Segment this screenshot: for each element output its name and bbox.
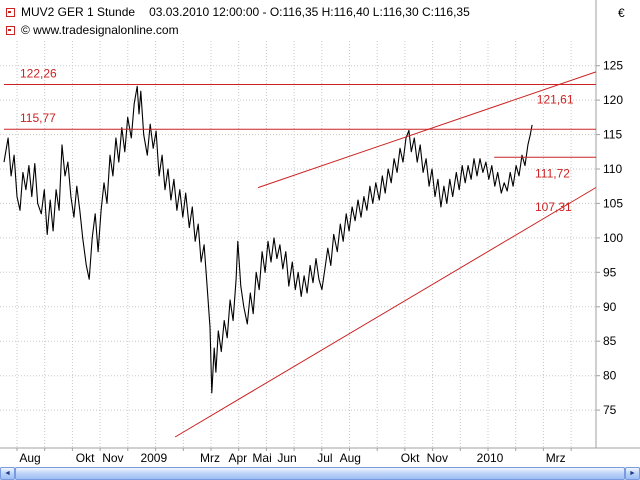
price-line — [3, 85, 533, 394]
x-axis-label: Okt — [401, 451, 420, 465]
y-axis-label: 105 — [603, 196, 623, 210]
instrument-label: MUV2 GER 1 Stunde — [21, 5, 136, 19]
x-axis-label: Mai — [252, 451, 271, 465]
scroll-thumb[interactable] — [15, 467, 625, 480]
y-axis-label: 110 — [603, 162, 622, 176]
x-axis-label: Aug — [340, 451, 361, 465]
currency-label: € — [618, 6, 625, 20]
trendline[interactable] — [257, 71, 597, 189]
copyright-label: © www.tradesignalonline.com — [21, 23, 179, 37]
y-axis-label: 115 — [603, 128, 622, 142]
scroll-left-button[interactable]: ◄ — [0, 467, 15, 480]
watermark-legend-icon[interactable] — [6, 25, 15, 35]
x-axis-label: 2010 — [477, 451, 504, 465]
time-scrollbar[interactable]: ◄ ► — [0, 467, 640, 480]
annotation-label: 111,72 — [535, 166, 570, 180]
series-legend-icon[interactable] — [6, 7, 15, 17]
x-axis-label: Okt — [76, 451, 95, 465]
scroll-right-button[interactable]: ► — [625, 467, 640, 480]
x-axis-label: Nov — [427, 451, 448, 465]
x-axis-label: Mrz — [200, 451, 220, 465]
x-axis-label: Apr — [228, 451, 247, 465]
annotation-label: 122,26 — [20, 66, 57, 80]
y-axis-label: 90 — [603, 300, 617, 314]
y-axis-label: 80 — [603, 369, 617, 383]
annotation-label: 107,31 — [535, 200, 572, 214]
trendline[interactable] — [174, 187, 597, 438]
x-axis-label: Jul — [317, 451, 332, 465]
x-axis-label: Mrz — [546, 451, 566, 465]
y-axis-label: 95 — [603, 265, 617, 279]
x-axis-label: 2009 — [140, 451, 167, 465]
y-axis-label: 125 — [603, 59, 623, 73]
annotation-label: 115,77 — [20, 111, 56, 125]
y-axis-label: 85 — [603, 334, 617, 348]
y-axis-label: 120 — [603, 93, 623, 107]
y-axis-label: 100 — [603, 231, 623, 245]
annotation-label: 121,61 — [537, 93, 574, 107]
price-chart[interactable]: 125 120 115 110 105 100 95 90 85 80 75 Aug Okt Nov 200… — [0, 0, 640, 467]
chart-header: MUV2 GER 1 Stunde 03.03.2010 12:00:00 - … — [6, 5, 470, 19]
quote-info-label: 03.03.2010 12:00:00 - O:116,35 H:116,40 … — [149, 5, 470, 19]
watermark-line: © www.tradesignalonline.com — [6, 23, 179, 37]
y-axis-label: 75 — [603, 403, 617, 417]
x-axis-label: Jun — [277, 451, 296, 465]
x-axis-label: Nov — [102, 451, 123, 465]
x-axis-label: Aug — [19, 451, 40, 465]
